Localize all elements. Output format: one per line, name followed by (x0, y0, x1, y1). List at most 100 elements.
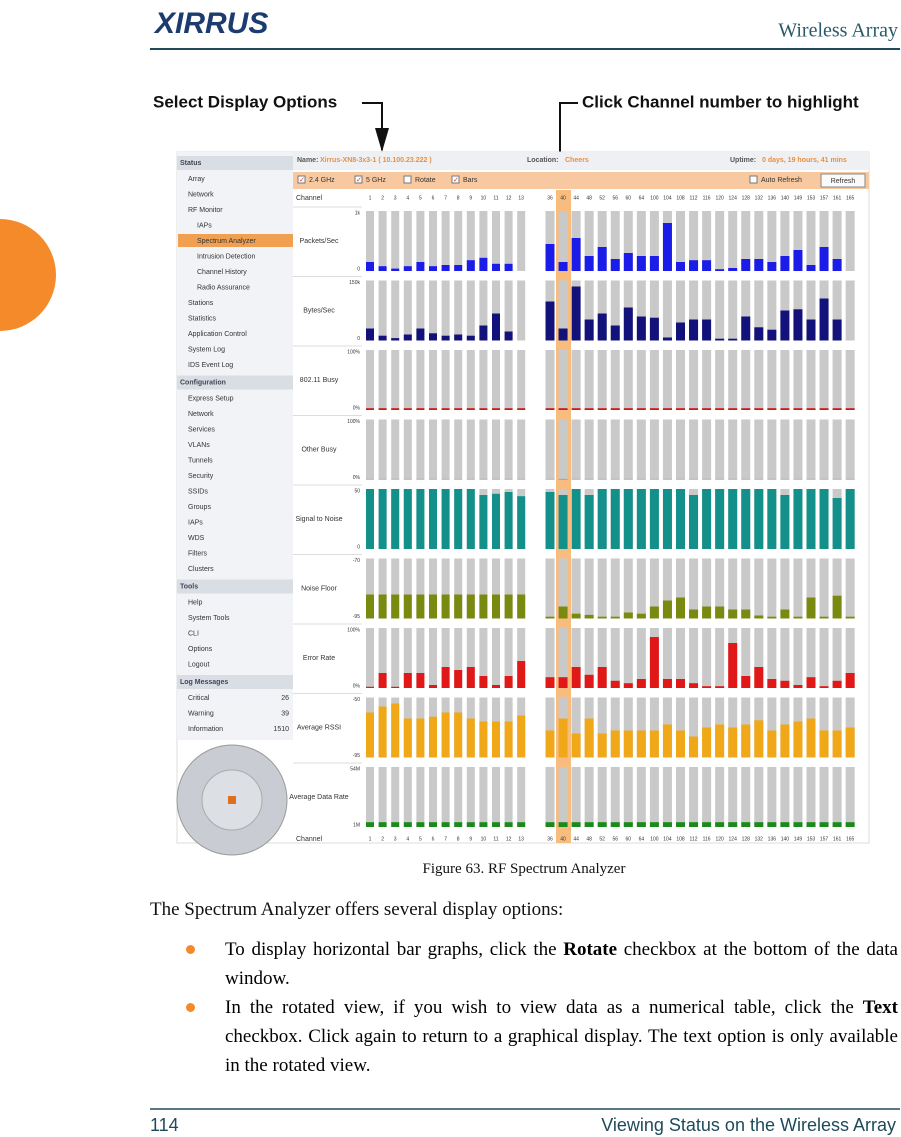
channel-label[interactable]: 4 (406, 836, 409, 842)
channel-label[interactable]: 11 (493, 836, 498, 842)
sidebar-item[interactable]: Help (188, 599, 203, 606)
channel-label[interactable]: 157 (820, 836, 829, 842)
sidebar-item[interactable]: IAPs (188, 519, 203, 526)
sidebar-item[interactable]: SSIDs (188, 488, 208, 495)
channel-label[interactable]: 136 (768, 195, 777, 201)
channel-label[interactable]: 128 (742, 836, 751, 842)
channel-label[interactable]: 60 (626, 195, 632, 201)
channel-label[interactable]: 36 (547, 195, 553, 201)
sidebar-item[interactable]: Statistics (188, 315, 217, 322)
channel-label[interactable]: 116 (703, 195, 711, 201)
channel-label[interactable]: 140 (781, 195, 790, 201)
channel-label[interactable]: 7 (444, 195, 447, 201)
sidebar-item[interactable]: Options (188, 646, 213, 653)
sidebar-item[interactable]: Warning (188, 710, 214, 717)
channel-label[interactable]: 104 (663, 836, 672, 842)
checkbox[interactable] (354, 175, 363, 184)
channel-label[interactable]: 9 (469, 836, 472, 842)
channel-label[interactable]: 64 (639, 195, 645, 201)
channel-label[interactable]: 140 (781, 836, 790, 842)
refresh-button[interactable] (820, 173, 866, 188)
sidebar-item[interactable]: WDS (188, 535, 205, 542)
channel-label[interactable]: 52 (599, 195, 605, 201)
channel-label[interactable]: 8 (457, 195, 460, 201)
channel-label[interactable]: 120 (715, 836, 724, 842)
sidebar-item[interactable]: Channel History (197, 269, 247, 276)
channel-label[interactable]: 6 (432, 836, 435, 842)
channel-label[interactable]: 44 (573, 836, 579, 842)
checkbox[interactable] (297, 175, 306, 184)
sidebar-item[interactable]: Radio Assurance (197, 284, 250, 291)
channel-label[interactable]: 149 (794, 195, 803, 201)
sidebar-item[interactable]: Array (188, 176, 205, 183)
channel-label[interactable]: 5 (419, 836, 422, 842)
channel-label[interactable]: 40 (560, 836, 566, 842)
nav-home[interactable] (228, 796, 236, 804)
channel-label[interactable]: 112 (690, 195, 698, 201)
channel-label[interactable]: 2 (381, 195, 384, 201)
channel-label[interactable]: 157 (820, 195, 829, 201)
channel-label[interactable]: 52 (599, 836, 605, 842)
refresh-label[interactable]: Refresh (831, 178, 856, 185)
channel-label[interactable]: 1 (369, 195, 372, 201)
sidebar-item[interactable]: System Log (188, 346, 225, 353)
channel-label[interactable]: 12 (506, 195, 512, 201)
sidebar-item[interactable]: Groups (188, 504, 211, 511)
channel-label[interactable]: 5 (419, 195, 422, 201)
channel-label[interactable]: 48 (586, 836, 592, 842)
channel-label[interactable]: 3 (394, 195, 397, 201)
channel-label[interactable]: 4 (406, 195, 409, 201)
sidebar-item[interactable]: Network (188, 411, 214, 418)
channel-label[interactable]: 128 (742, 195, 751, 201)
channel-label[interactable]: 108 (676, 195, 685, 201)
channel-label[interactable]: 108 (676, 836, 685, 842)
sidebar-item[interactable]: IAPs (197, 222, 212, 229)
sidebar-item[interactable]: Express Setup (188, 395, 234, 402)
channel-label[interactable]: 10 (481, 836, 487, 842)
channel-label[interactable]: 11 (493, 195, 498, 201)
channel-label[interactable]: 153 (807, 195, 816, 201)
channel-label[interactable]: 100 (650, 195, 659, 201)
sidebar-item[interactable]: VLANs (188, 442, 210, 449)
channel-label[interactable]: 136 (768, 836, 777, 842)
sidebar-item[interactable]: Spectrum Analyzer (197, 238, 256, 245)
sidebar-item[interactable]: System Tools (188, 615, 230, 622)
channel-label[interactable]: 64 (639, 836, 645, 842)
channel-label[interactable]: 112 (690, 836, 698, 842)
channel-label[interactable]: 153 (807, 836, 816, 842)
channel-label[interactable]: 3 (394, 836, 397, 842)
channel-label[interactable]: 165 (846, 836, 855, 842)
channel-label[interactable]: 149 (794, 836, 803, 842)
channel-label[interactable]: 165 (846, 195, 855, 201)
checkbox[interactable] (749, 175, 758, 184)
channel-label[interactable]: 7 (444, 836, 447, 842)
channel-label[interactable]: 13 (518, 195, 524, 201)
channel-label[interactable]: 124 (729, 836, 738, 842)
channel-label[interactable]: 116 (703, 836, 711, 842)
channel-label[interactable]: 40 (560, 195, 566, 201)
checkbox[interactable] (403, 175, 412, 184)
sidebar-item[interactable]: CLI (188, 630, 199, 637)
sidebar-item[interactable]: Services (188, 426, 215, 433)
checkbox[interactable] (451, 175, 460, 184)
channel-label[interactable]: 6 (432, 195, 435, 201)
channel-label[interactable]: 161 (833, 195, 842, 201)
channel-label[interactable]: 9 (469, 195, 472, 201)
sidebar-item[interactable]: Network (188, 191, 214, 198)
channel-label[interactable]: 48 (586, 195, 592, 201)
sidebar-item[interactable]: Logout (188, 661, 209, 668)
channel-label[interactable]: 161 (833, 836, 842, 842)
sidebar-item[interactable]: RF Monitor (188, 207, 223, 214)
sidebar-item[interactable]: Clusters (188, 566, 214, 573)
sidebar-item[interactable]: Application Control (188, 331, 247, 338)
channel-label[interactable]: 132 (755, 195, 764, 201)
channel-label[interactable]: 8 (457, 836, 460, 842)
sidebar-item[interactable]: Filters (188, 550, 208, 557)
sidebar-item[interactable]: Critical (188, 695, 210, 702)
sidebar-item[interactable]: Tunnels (188, 457, 213, 464)
channel-label[interactable]: 56 (612, 195, 618, 201)
channel-label[interactable]: 60 (626, 836, 632, 842)
channel-label[interactable]: 56 (612, 836, 618, 842)
channel-label[interactable]: 2 (381, 836, 384, 842)
sidebar-item[interactable]: Security (188, 473, 214, 480)
